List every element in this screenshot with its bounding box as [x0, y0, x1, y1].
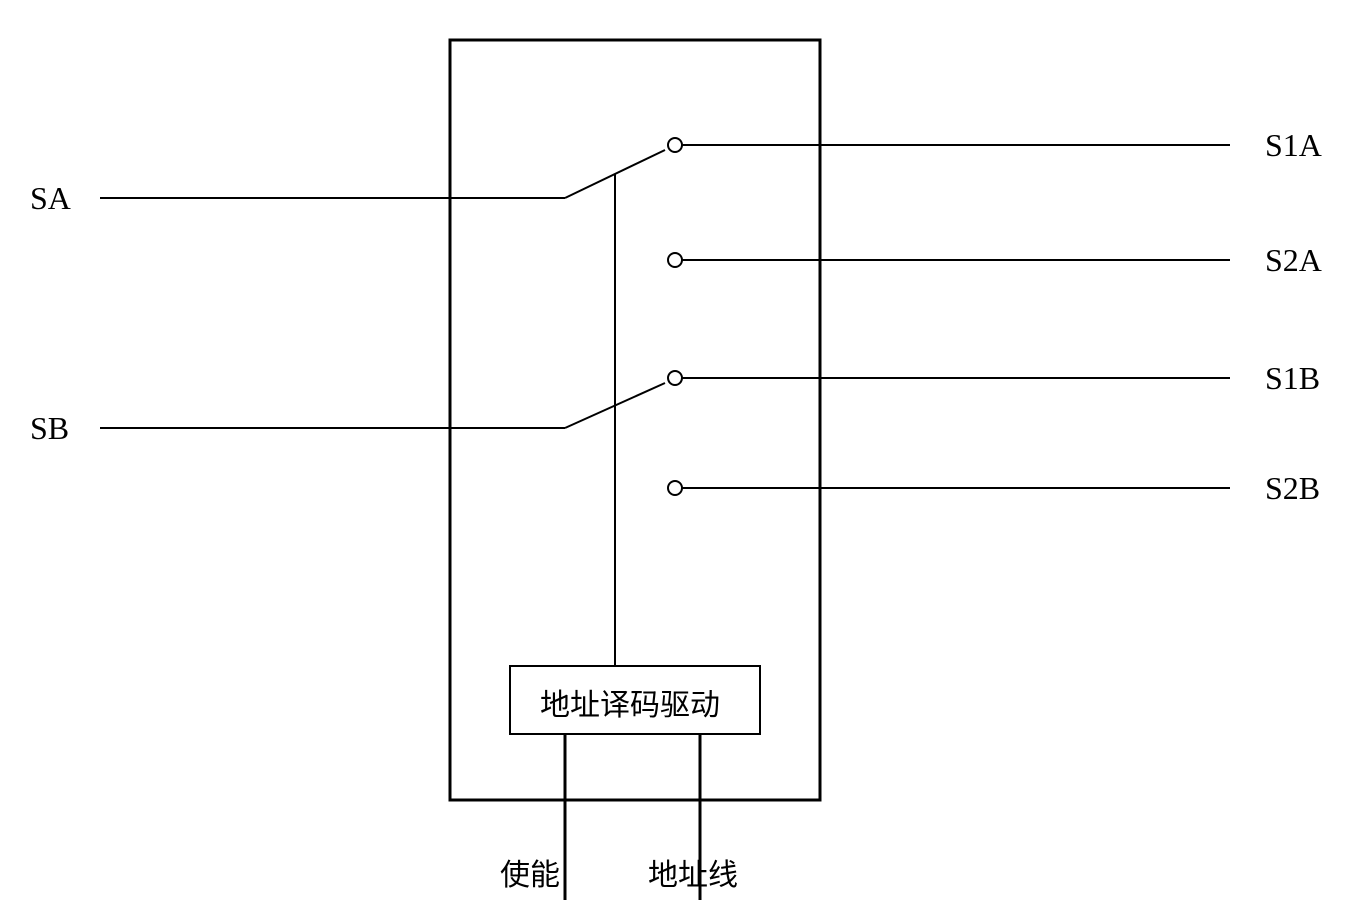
- label-address: 地址线: [648, 850, 738, 894]
- contact-s2b: [668, 481, 682, 495]
- label-decoder: 地址译码驱动: [540, 680, 720, 724]
- label-s1a: S1A: [1265, 127, 1322, 164]
- contact-s1a: [668, 138, 682, 152]
- label-s1b: S1B: [1265, 360, 1320, 397]
- label-sa: SA: [30, 180, 71, 217]
- switch-schematic-diagram: SA SB S1A S2A S1B S2B 地址译码驱动 使能 地址线: [0, 0, 1362, 923]
- label-s2a: S2A: [1265, 242, 1322, 279]
- label-enable: 使能: [500, 850, 560, 894]
- label-sb: SB: [30, 410, 69, 447]
- label-s2b: S2B: [1265, 470, 1320, 507]
- diagram-svg: [0, 0, 1362, 923]
- contact-s1b: [668, 371, 682, 385]
- contact-s2a: [668, 253, 682, 267]
